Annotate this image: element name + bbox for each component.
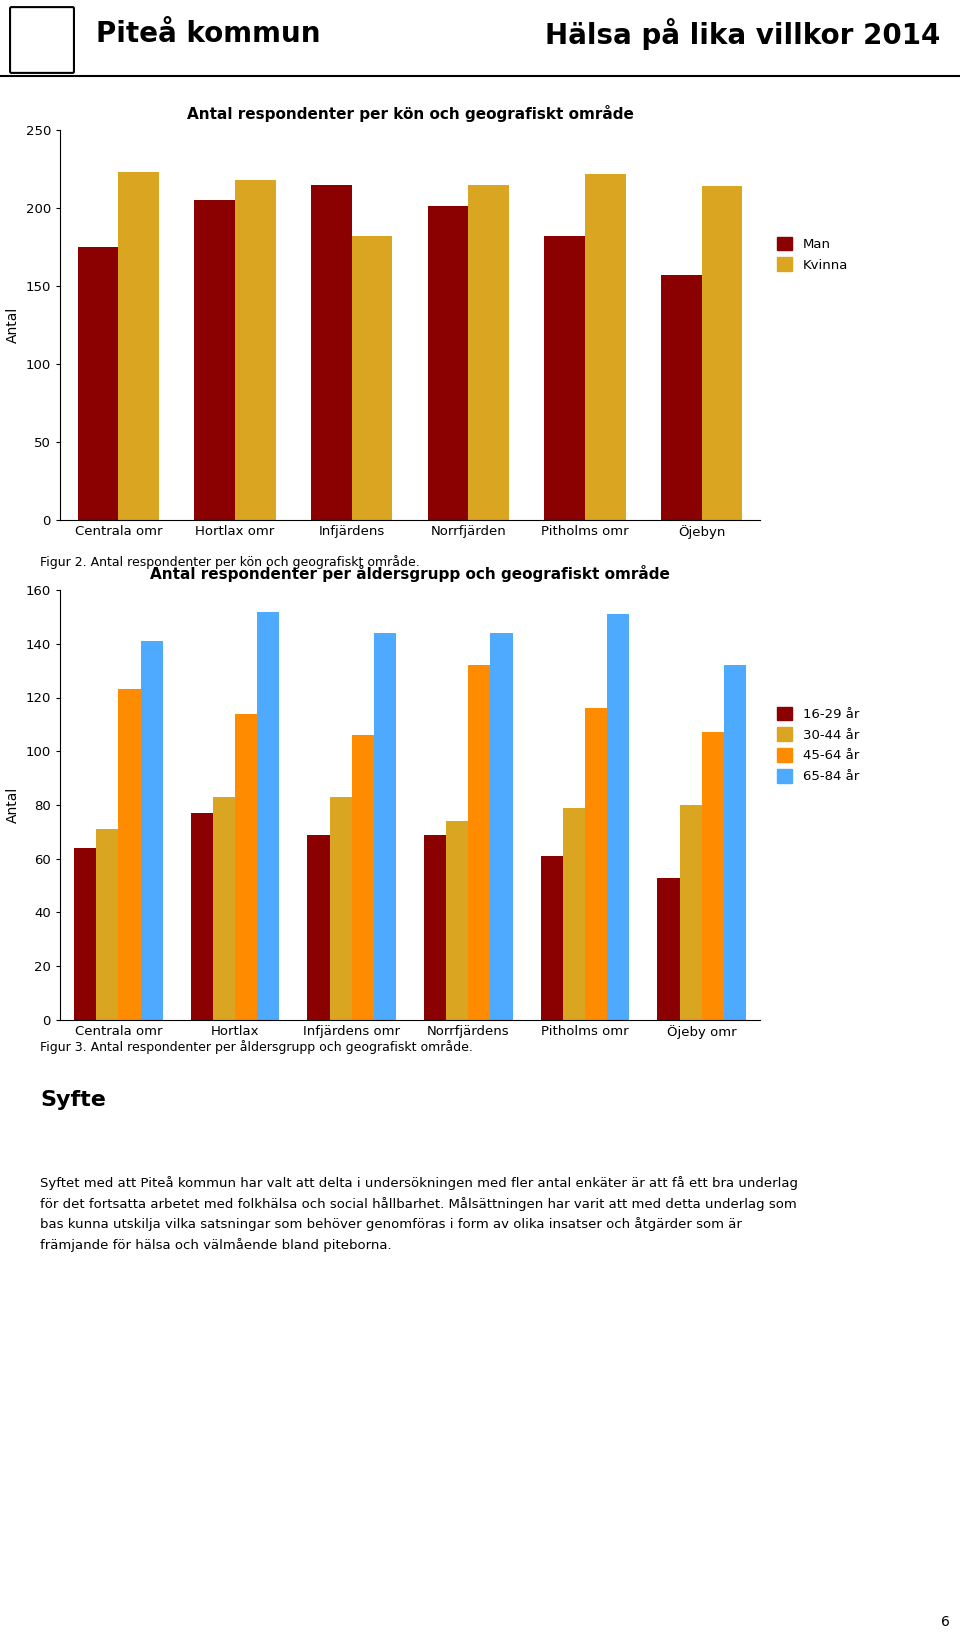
- Text: Hälsa på lika villkor 2014: Hälsa på lika villkor 2014: [545, 18, 941, 49]
- Y-axis label: Antal: Antal: [6, 307, 20, 343]
- Text: Piteå kommun: Piteå kommun: [96, 20, 321, 48]
- Bar: [446, 820, 468, 1021]
- Bar: [213, 798, 235, 1021]
- Bar: [607, 614, 630, 1021]
- Bar: [257, 612, 279, 1021]
- Bar: [563, 807, 585, 1021]
- Bar: [544, 236, 585, 520]
- Bar: [78, 248, 118, 520]
- Bar: [307, 835, 329, 1021]
- Bar: [427, 207, 468, 520]
- Bar: [373, 633, 396, 1021]
- Bar: [491, 633, 513, 1021]
- Text: Figur 2. Antal respondenter per kön och geografiskt område.: Figur 2. Antal respondenter per kön och …: [40, 556, 420, 569]
- Bar: [468, 665, 491, 1021]
- Y-axis label: Antal: Antal: [6, 788, 20, 824]
- FancyBboxPatch shape: [10, 7, 74, 72]
- Bar: [74, 848, 96, 1021]
- Bar: [140, 642, 162, 1021]
- Bar: [660, 276, 702, 520]
- Bar: [191, 812, 213, 1021]
- Bar: [702, 732, 724, 1021]
- Bar: [658, 878, 680, 1021]
- Bar: [424, 835, 446, 1021]
- Bar: [680, 806, 702, 1021]
- Bar: [96, 829, 118, 1021]
- Bar: [585, 174, 626, 520]
- Bar: [194, 200, 235, 520]
- Text: Figur 3. Antal respondenter per åldersgrupp och geografiskt område.: Figur 3. Antal respondenter per åldersgr…: [40, 1040, 473, 1055]
- Bar: [585, 709, 607, 1021]
- Bar: [724, 665, 746, 1021]
- Bar: [329, 798, 351, 1021]
- Bar: [468, 184, 509, 520]
- Text: Syfte: Syfte: [40, 1090, 106, 1109]
- Title: Antal respondenter per kön och geografiskt område: Antal respondenter per kön och geografis…: [186, 105, 634, 121]
- Bar: [351, 735, 373, 1021]
- Text: 6: 6: [941, 1615, 950, 1630]
- Bar: [118, 172, 159, 520]
- Bar: [235, 181, 276, 520]
- Legend: 16-29 år, 30-44 år, 45-64 år, 65-84 år: 16-29 år, 30-44 år, 45-64 år, 65-84 år: [777, 707, 859, 783]
- Bar: [351, 236, 393, 520]
- Bar: [540, 857, 563, 1021]
- Text: Syftet med att Piteå kommun har valt att delta i undersökningen med fler antal e: Syftet med att Piteå kommun har valt att…: [40, 1177, 798, 1252]
- Legend: Man, Kvinna: Man, Kvinna: [777, 236, 849, 272]
- Bar: [118, 689, 140, 1021]
- Bar: [235, 714, 257, 1021]
- Bar: [702, 185, 742, 520]
- Bar: [311, 184, 351, 520]
- Title: Antal respondenter per åldersgrupp och geografiskt område: Antal respondenter per åldersgrupp och g…: [150, 565, 670, 583]
